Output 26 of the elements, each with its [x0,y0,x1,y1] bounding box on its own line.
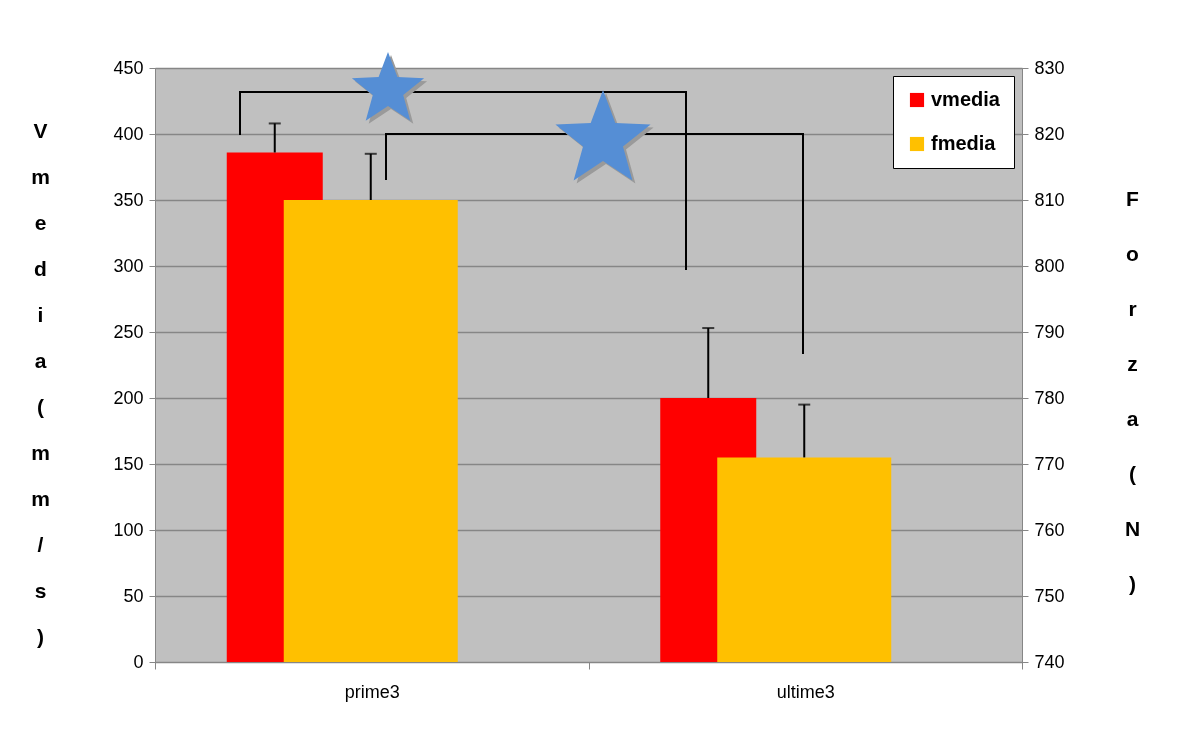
y2-tick-label: 800 [1034,255,1065,276]
x-tick-label: ultime3 [776,681,835,702]
legend-label: fmedia [931,132,997,154]
y2-tick-label: 820 [1034,123,1065,144]
y2-tick-label: 790 [1034,321,1065,342]
y-tick-label: 400 [113,123,144,144]
y2-tick-label: 780 [1034,387,1065,408]
y-tick-label: 350 [113,189,144,210]
y2-tick-label: 750 [1034,585,1065,606]
y-tick-label: 150 [113,453,144,474]
y-tick-label: 300 [113,255,144,276]
y2-tick-label: 740 [1034,651,1065,672]
text: Forza (N) [1124,186,1141,595]
y2-tick-label: 830 [1034,57,1065,78]
x-tick-label: prime3 [344,681,400,702]
y2-tick-label: 760 [1034,519,1065,540]
y-tick-label: 50 [123,585,144,606]
y2-tick-label: 810 [1034,189,1065,210]
y2-tick-label: 770 [1034,453,1065,474]
text: Vmedia (mm/s) [31,118,50,648]
y-tick-label: 100 [113,519,144,540]
y-tick-label: 450 [113,57,144,78]
legend-label: vmedia [931,88,1001,110]
y-tick-label: 200 [113,387,144,408]
y-tick-label: 250 [113,321,144,342]
y-tick-label: 0 [133,651,144,672]
